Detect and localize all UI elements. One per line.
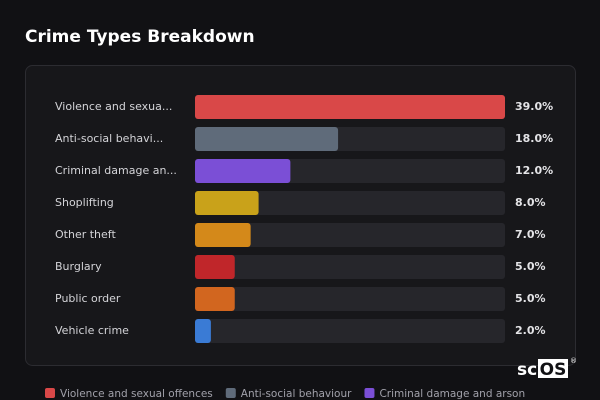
logo-text: OS [540,360,567,380]
value-label: 18.0% [515,132,553,145]
bar [195,287,235,311]
category-label: Criminal damage an... [55,164,177,177]
bar-track [195,191,505,215]
bar-track [195,255,505,279]
legend-label: Violence and sexual offences [60,388,213,400]
bar-track [195,319,505,343]
value-label: 2.0% [515,324,546,337]
chart-title: Crime Types Breakdown [25,27,255,47]
legend-label: Anti-social behaviour [241,388,352,400]
logo-mark: ® [570,357,577,365]
bar-track [195,223,505,247]
category-label: Other theft [55,228,116,241]
category-label: Shoplifting [55,196,114,209]
bar [195,319,211,343]
bar [195,223,251,247]
category-label: Vehicle crime [55,324,129,337]
bar [195,191,259,215]
category-label: Burglary [55,260,102,273]
logo-box [538,359,568,378]
legend-label: Criminal damage and arson [379,388,525,400]
legend-swatch [225,388,236,398]
value-label: 39.0% [515,100,553,113]
bar [195,255,235,279]
value-label: 8.0% [515,196,546,209]
legend-swatch [364,388,375,398]
logo-text: sc [517,360,537,380]
value-label: 5.0% [515,260,546,273]
category-label: Public order [55,292,121,305]
legend-swatch [45,388,55,398]
value-label: 5.0% [515,292,546,305]
category-label: Anti-social behavi... [55,132,163,145]
category-label: Violence and sexua... [55,100,172,113]
value-label: 12.0% [515,164,553,177]
bar-track [195,287,505,311]
bar [195,127,339,151]
bar [195,95,505,119]
value-label: 7.0% [515,228,546,241]
bar [195,159,291,183]
